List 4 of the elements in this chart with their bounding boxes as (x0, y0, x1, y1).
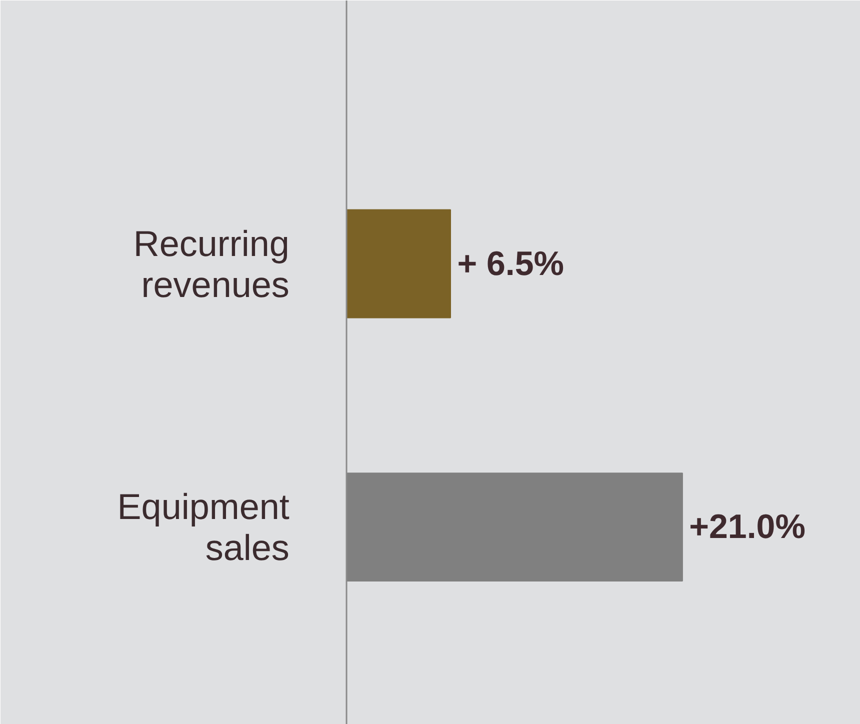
data-label: + 6.5% (457, 244, 564, 283)
y-tick-label: Recurring revenues (133, 222, 290, 305)
y-tick-label: Equipment sales (117, 486, 290, 568)
data-label: +21.0% (689, 508, 806, 546)
